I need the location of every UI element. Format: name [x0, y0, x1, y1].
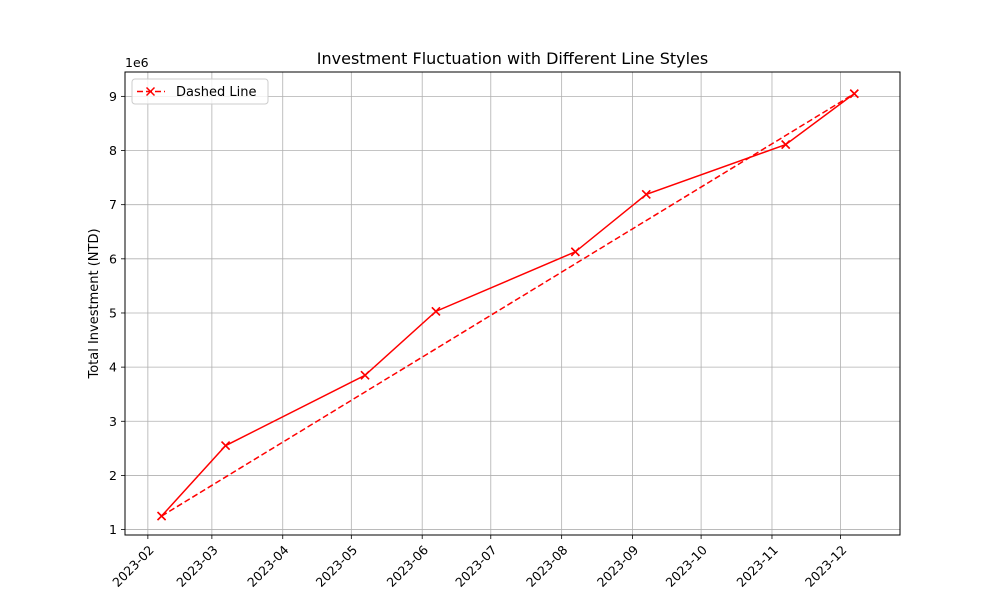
chart-title: Investment Fluctuation with Different Li…	[317, 49, 708, 68]
data-point-marker	[641, 189, 651, 199]
y-axis-label: Total Investment (NTD)	[87, 228, 102, 379]
data-point-marker	[360, 370, 370, 380]
data-point-marker	[570, 247, 580, 257]
y-tick-label: 3	[109, 414, 117, 429]
legend-box	[131, 78, 269, 105]
plot-frame	[124, 71, 901, 536]
series-layer	[157, 89, 859, 521]
series-line-dashed	[161, 93, 855, 517]
data-point-marker	[157, 511, 167, 521]
y-tick-label: 4	[109, 360, 117, 375]
y-tick-label: 5	[109, 305, 117, 320]
legend-entry-dashed-line: Dashed Line	[176, 85, 256, 100]
data-point-marker	[431, 306, 441, 316]
y-tick-label: 2	[109, 468, 117, 483]
legend: Dashed Line	[131, 78, 269, 105]
y-tick-label: 7	[109, 197, 117, 212]
legend-marker	[145, 86, 156, 97]
series-line-solid	[161, 93, 855, 517]
y-tick-label: 6	[109, 251, 117, 266]
y-tick-label: 8	[109, 143, 117, 158]
data-point-marker	[781, 140, 791, 150]
y-tick-label: 1	[109, 522, 117, 537]
data-point-marker	[849, 89, 859, 99]
y-axis-offset-text: 1e6	[125, 55, 149, 70]
y-tick-label: 9	[109, 89, 117, 104]
data-point-marker	[221, 441, 231, 451]
series-dashed	[157, 89, 859, 521]
